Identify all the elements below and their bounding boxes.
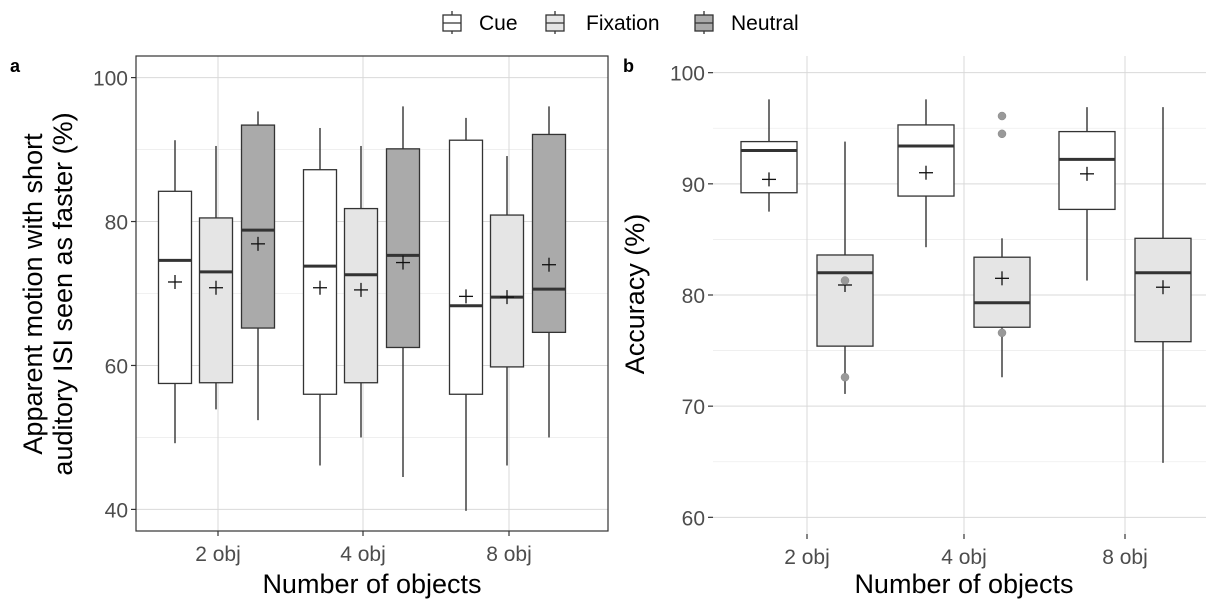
box-cue-4-obj: [302, 127, 338, 466]
box-iqr: [531, 133, 567, 334]
box-iqr: [816, 254, 874, 347]
panel-b-boxes: [740, 99, 1192, 463]
box-cue-8-obj: [448, 117, 484, 511]
outlier-point: [840, 373, 850, 382]
box-fixation-4-obj: [973, 111, 1031, 378]
x-tick-label: 4 obj: [941, 546, 987, 569]
x-tick-label: 2 obj: [784, 546, 830, 569]
panel-b-y-axis-title: Accuracy (%): [620, 214, 650, 375]
box-iqr: [448, 139, 484, 395]
panel-label-b: b: [623, 56, 634, 76]
x-tick-label: 2 obj: [195, 543, 241, 566]
box-cue-8-obj: [1058, 107, 1116, 281]
box-cue-2-obj: [740, 99, 798, 212]
box-cue-2-obj: [157, 140, 193, 444]
legend-label-cue: Cue: [479, 12, 518, 35]
box-fixation-2-obj: [816, 141, 874, 394]
y-tick-label: 80: [105, 212, 128, 235]
y-tick-label: 80: [682, 285, 705, 308]
panel-a-x-axis: 2 obj 4 obj 8 obj: [195, 531, 532, 566]
panel-b-y-axis: 60 70 80 90 100: [670, 63, 713, 530]
y-tick-label: 100: [670, 63, 705, 86]
legend-key-fixation: [545, 11, 565, 34]
x-tick-label: 8 obj: [486, 543, 532, 566]
panel-b-x-axis: 2 obj 4 obj 8 obj: [784, 534, 1148, 569]
box-iqr: [973, 256, 1031, 328]
panel-a-y-axis: 40 60 80 100: [93, 68, 136, 522]
outlier-point: [840, 276, 850, 285]
box-iqr: [198, 217, 234, 384]
box-neutral-4-obj: [385, 106, 421, 478]
panel-b-x-axis-title: Number of objects: [854, 569, 1073, 599]
box-iqr: [240, 124, 276, 329]
legend-key-cue: [442, 11, 462, 34]
box-fixation-8-obj: [1134, 107, 1192, 463]
panel-a-border: [135, 55, 609, 532]
panel-b: 60 70 80 90 100 2 obj 4 obj 8 obj Number of ob…: [620, 56, 1206, 599]
y-tick-label: 100: [93, 68, 128, 91]
x-tick-label: 8 obj: [1102, 546, 1148, 569]
box-fixation-2-obj: [198, 145, 234, 410]
panel-a-boxes: [157, 106, 567, 511]
y-tick-label: 70: [682, 396, 705, 419]
box-cue-4-obj: [897, 99, 955, 248]
box-iqr: [897, 124, 955, 197]
outlier-point: [997, 129, 1007, 139]
outlier-point: [997, 111, 1007, 121]
box-neutral-2-obj: [240, 111, 276, 421]
panel-a-y-axis-title-line2: auditory ISI seen as faster (%): [48, 112, 78, 475]
y-tick-label: 90: [682, 174, 705, 197]
legend: Cue Fixation Neutral: [442, 11, 799, 35]
y-tick-label: 60: [105, 355, 128, 378]
legend-label-neutral: Neutral: [731, 12, 799, 35]
x-tick-label: 4 obj: [340, 543, 386, 566]
y-tick-label: 40: [105, 499, 128, 522]
outlier-point: [997, 328, 1007, 338]
panel-a-y-axis-title-line1: Apparent motion with short: [18, 133, 48, 455]
box-neutral-8-obj: [531, 106, 567, 438]
box-iqr: [385, 148, 421, 349]
panel-label-a: a: [10, 56, 21, 76]
legend-label-fixation: Fixation: [586, 12, 660, 35]
box-fixation-8-obj: [489, 156, 525, 466]
legend-key-neutral: [694, 11, 714, 34]
box-fixation-4-obj: [343, 145, 379, 438]
y-tick-label: 60: [682, 507, 705, 530]
panel-a: 40 60 80 100 2 obj 4 obj 8 obj Number of obje…: [18, 55, 609, 599]
panel-a-x-axis-title: Number of objects: [262, 569, 481, 599]
